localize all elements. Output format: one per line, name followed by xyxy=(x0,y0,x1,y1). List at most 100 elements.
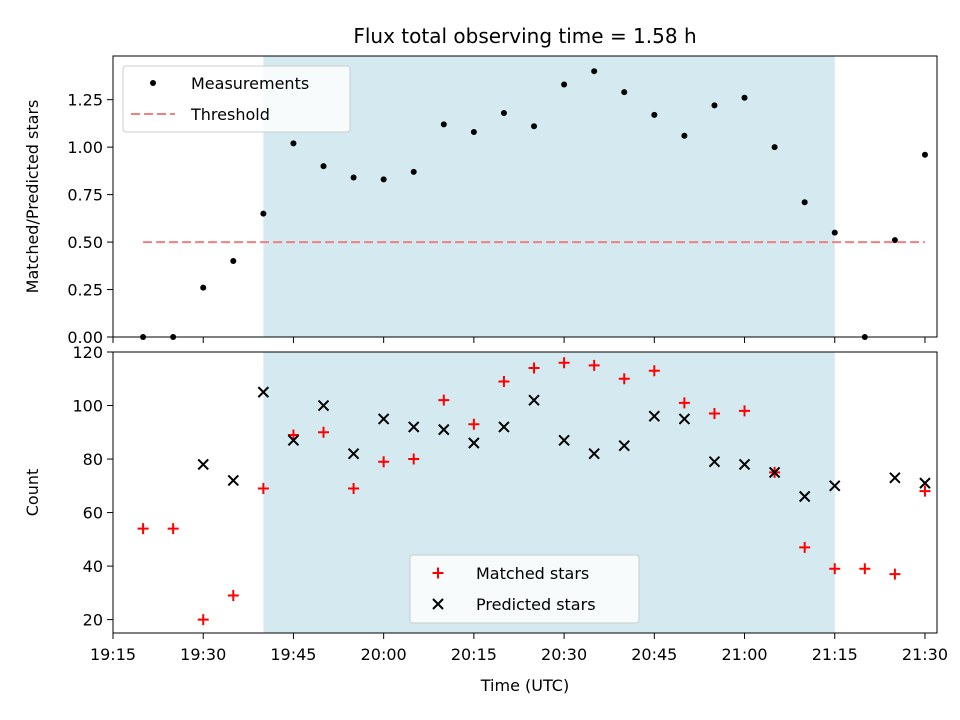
data-point xyxy=(528,394,540,406)
x-tick-label: 19:45 xyxy=(270,645,316,664)
y-tick-label: 0.50 xyxy=(67,233,103,252)
legend-label: Measurements xyxy=(191,74,309,93)
data-point xyxy=(889,472,901,484)
data-point xyxy=(378,456,390,468)
data-point xyxy=(678,397,690,409)
y-tick-label: 40 xyxy=(83,557,103,576)
data-point xyxy=(317,399,330,412)
y-tick-label: 1.00 xyxy=(67,138,103,157)
data-point xyxy=(621,89,628,96)
data-point xyxy=(531,123,538,130)
observing-span xyxy=(263,56,835,337)
data-point xyxy=(137,523,149,535)
data-point xyxy=(410,168,417,175)
y-tick-label: 100 xyxy=(72,397,103,416)
y-tick-label: 0.25 xyxy=(67,281,103,300)
series-matched-stars xyxy=(137,357,931,626)
legend: Measurements Threshold xyxy=(122,65,351,133)
data-point xyxy=(347,447,360,460)
data-point xyxy=(408,421,420,433)
data-point xyxy=(558,434,570,447)
y-tick-label: 80 xyxy=(83,450,103,469)
data-point xyxy=(498,375,510,387)
data-point xyxy=(681,132,688,139)
data-point xyxy=(197,458,209,471)
data-point xyxy=(618,439,630,452)
data-point xyxy=(921,151,928,158)
data-point xyxy=(739,405,751,417)
data-point xyxy=(798,490,811,503)
data-point xyxy=(891,237,898,244)
data-point xyxy=(588,359,600,371)
data-point xyxy=(498,421,510,433)
data-point xyxy=(438,394,450,406)
data-point xyxy=(588,447,600,460)
data-point xyxy=(801,199,808,206)
data-point xyxy=(889,568,901,580)
data-point xyxy=(167,523,179,535)
data-point xyxy=(771,144,778,151)
data-point xyxy=(648,365,660,377)
data-point xyxy=(197,614,209,626)
y-axis-label: Matched/Predicted stars xyxy=(23,100,42,294)
data-point xyxy=(799,541,811,553)
panel-1: 0.00 0.25 0.50 0.75 1.00 1.25 Matched/Predicte… xyxy=(23,24,938,347)
plot-frame xyxy=(112,55,938,338)
data-point xyxy=(257,386,270,398)
x-tick-label: 20:30 xyxy=(541,645,587,664)
data-point xyxy=(318,426,330,438)
x-tick-label: 21:00 xyxy=(721,645,767,664)
y-tick-label: 120 xyxy=(72,343,103,362)
data-point xyxy=(287,429,299,441)
data-point xyxy=(432,567,444,579)
data-point xyxy=(919,485,931,497)
data-point xyxy=(440,121,447,128)
data-point xyxy=(227,590,239,602)
data-point xyxy=(561,81,568,88)
data-point xyxy=(738,458,751,471)
x-tick-label: 21:15 xyxy=(812,645,858,664)
legend-box xyxy=(409,554,640,624)
data-point xyxy=(500,109,507,116)
data-point xyxy=(558,357,570,369)
series-predicted-stars xyxy=(197,386,931,503)
x-tick-label: 21:30 xyxy=(902,645,948,664)
data-point xyxy=(919,477,931,489)
legend-label: Threshold xyxy=(190,105,270,124)
data-point xyxy=(859,563,871,575)
chart-title: Flux total observing time = 1.58 h xyxy=(353,24,696,48)
x-tick-label: 20:00 xyxy=(361,645,407,664)
data-point xyxy=(470,128,477,135)
data-point xyxy=(618,373,630,385)
x-tick-label: 19:30 xyxy=(180,645,226,664)
data-point xyxy=(377,413,390,425)
y-axis-label: Count xyxy=(23,469,42,517)
data-point xyxy=(708,408,720,420)
data-point xyxy=(468,418,480,430)
legend-box xyxy=(122,65,351,133)
data-point xyxy=(290,140,297,147)
data-point xyxy=(829,563,841,575)
legend: Matched stars Predicted stars xyxy=(409,554,640,624)
data-point xyxy=(408,453,420,465)
plot-frame xyxy=(112,351,938,634)
data-point xyxy=(380,176,387,183)
data-point xyxy=(829,480,841,492)
y-tick-label: 0.75 xyxy=(67,186,103,205)
data-point xyxy=(227,474,239,487)
data-point xyxy=(678,413,691,425)
data-point xyxy=(257,482,269,494)
legend-label: Matched stars xyxy=(476,564,589,583)
data-point xyxy=(708,456,721,468)
data-point xyxy=(651,111,658,118)
data-point xyxy=(768,466,781,479)
data-point xyxy=(230,258,237,265)
data-point xyxy=(287,434,300,447)
data-point xyxy=(831,229,838,236)
x-tick-label: 20:15 xyxy=(451,645,497,664)
data-point xyxy=(438,423,450,436)
data-point xyxy=(260,210,267,217)
data-point xyxy=(741,94,748,101)
data-point xyxy=(591,68,598,75)
